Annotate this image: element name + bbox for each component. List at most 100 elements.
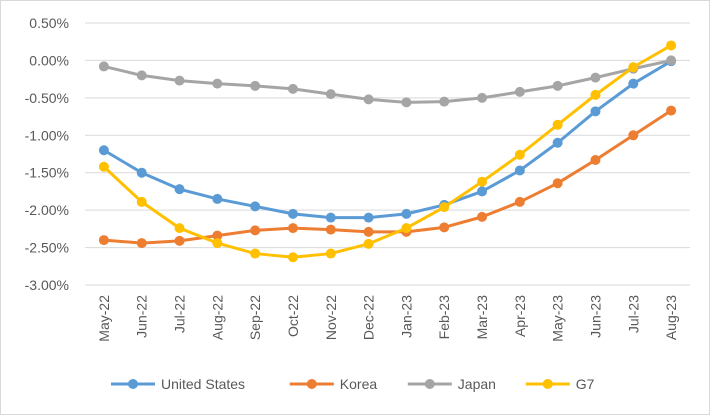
data-point-g7 xyxy=(552,119,563,130)
data-point-g7 xyxy=(174,223,185,234)
legend-item-korea: Korea xyxy=(289,376,378,392)
data-point-g7 xyxy=(628,62,639,73)
x-tick-label: Sep-22 xyxy=(247,295,263,340)
y-tick-label: 0.00% xyxy=(29,52,69,68)
data-point-united-states xyxy=(514,165,525,176)
data-point-united-states xyxy=(363,212,374,223)
legend: United States Korea Japan G7 xyxy=(111,376,595,392)
y-tick-label: -3.00% xyxy=(25,277,69,293)
data-point-japan xyxy=(401,97,412,108)
y-tick-label: 0.50% xyxy=(29,15,69,31)
data-point-japan xyxy=(439,96,450,107)
data-point-united-states xyxy=(552,137,563,148)
data-point-korea xyxy=(136,238,147,249)
series-line-united-states xyxy=(102,59,673,220)
x-tick-label: Aug-23 xyxy=(663,295,679,340)
data-point-japan xyxy=(666,55,677,66)
data-point-g7 xyxy=(666,40,677,51)
data-point-korea xyxy=(590,154,601,165)
data-point-united-states xyxy=(98,145,109,156)
series-line-g7 xyxy=(102,43,673,259)
data-point-korea xyxy=(514,196,525,207)
x-tick-label: Jun-23 xyxy=(587,295,603,338)
data-point-g7 xyxy=(590,89,601,100)
y-tick-label: -2.50% xyxy=(25,240,69,256)
data-point-japan xyxy=(590,72,601,83)
data-point-g7 xyxy=(250,248,261,259)
legend-item-united-states: United States xyxy=(111,376,245,392)
legend-label: Japan xyxy=(458,376,496,392)
data-point-g7 xyxy=(136,196,147,207)
x-tick-label: Dec-22 xyxy=(361,295,377,340)
x-tick-label: Nov-22 xyxy=(323,295,339,340)
legend-item-g7: G7 xyxy=(525,376,595,392)
legend-label: Korea xyxy=(340,376,378,392)
x-tick-label: Oct-22 xyxy=(285,295,301,337)
data-point-united-states xyxy=(590,106,601,117)
data-point-united-states xyxy=(174,184,185,195)
data-point-korea xyxy=(363,226,374,237)
legend-swatch-marker xyxy=(424,379,435,389)
x-tick-label: Apr-23 xyxy=(512,295,528,337)
x-tick-label: Jul-23 xyxy=(625,295,641,333)
legend-swatch-marker xyxy=(128,379,138,389)
data-point-korea xyxy=(477,211,488,222)
data-point-united-states xyxy=(212,193,223,204)
data-point-japan xyxy=(174,75,185,86)
data-point-korea xyxy=(98,235,109,246)
data-point-g7 xyxy=(439,202,450,213)
data-point-g7 xyxy=(98,161,109,172)
data-point-korea xyxy=(325,224,336,235)
data-point-g7 xyxy=(477,176,488,187)
legend-swatch-marker xyxy=(306,379,317,389)
y-tick-label: -0.50% xyxy=(25,90,69,106)
legend-label: G7 xyxy=(576,376,595,392)
data-point-korea xyxy=(212,230,223,241)
data-point-g7 xyxy=(287,252,298,263)
data-point-korea xyxy=(174,235,185,246)
x-tick-label: Jul-22 xyxy=(172,295,188,333)
legend-label: United States xyxy=(161,376,245,392)
legend-item-japan: Japan xyxy=(407,376,496,392)
data-point-japan xyxy=(98,61,109,72)
y-tick-label: -1.00% xyxy=(25,127,69,143)
data-point-united-states xyxy=(477,186,488,197)
data-point-korea xyxy=(439,222,450,233)
y-tick-label: -1.50% xyxy=(25,165,69,181)
data-point-japan xyxy=(212,78,223,89)
data-point-g7 xyxy=(514,149,525,160)
series-line-korea xyxy=(102,109,673,245)
legend-swatch-marker xyxy=(542,379,553,389)
x-tick-label: Aug-22 xyxy=(209,295,225,340)
data-point-united-states xyxy=(401,208,412,219)
data-point-g7 xyxy=(401,223,412,234)
data-point-united-states xyxy=(287,208,298,219)
data-point-korea xyxy=(666,105,677,116)
data-point-japan xyxy=(514,86,525,97)
x-axis: May-22 Jun-22 Jul-22 Aug-22 Sep-22 Oct-22 Nov-… xyxy=(96,295,679,342)
data-point-japan xyxy=(287,83,298,94)
data-point-g7 xyxy=(212,238,223,249)
data-point-united-states xyxy=(325,212,336,223)
data-point-korea xyxy=(287,223,298,234)
data-point-japan xyxy=(363,94,374,105)
data-point-japan xyxy=(325,89,336,100)
x-tick-label: Jan-23 xyxy=(398,295,414,338)
x-tick-label: Jun-22 xyxy=(134,295,150,338)
plot-series xyxy=(98,40,677,263)
x-tick-label: Mar-23 xyxy=(474,295,490,340)
data-point-japan xyxy=(136,70,147,81)
data-point-united-states xyxy=(136,167,147,178)
data-point-japan xyxy=(250,80,261,91)
data-point-japan xyxy=(477,92,488,103)
y-tick-label: -2.00% xyxy=(25,202,69,218)
data-point-united-states xyxy=(628,78,639,89)
data-point-korea xyxy=(628,130,639,141)
data-point-united-states xyxy=(250,201,261,212)
data-point-g7 xyxy=(363,238,374,249)
data-point-japan xyxy=(552,80,563,91)
x-tick-label: Feb-23 xyxy=(436,295,452,340)
data-point-korea xyxy=(250,225,261,236)
